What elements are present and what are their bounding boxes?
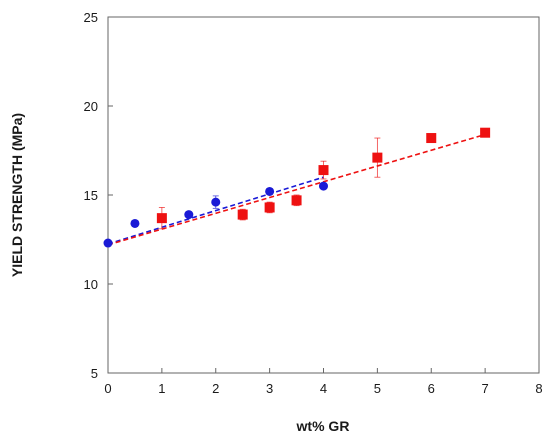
x-tick-label: 6 <box>428 381 435 396</box>
x-tick-label: 1 <box>158 381 165 396</box>
data-point-square <box>426 133 437 144</box>
x-tick-label: 8 <box>535 381 542 396</box>
y-tick-label: 10 <box>84 277 98 292</box>
x-axis-title: wt% GR <box>296 418 350 434</box>
x-axis-ticks: 0 1 2 3 4 5 6 7 8 <box>104 368 543 396</box>
data-point-circle <box>184 210 194 220</box>
data-point-circle <box>103 238 113 248</box>
x-tick-label: 4 <box>320 381 327 396</box>
y-tick-label: 5 <box>91 366 98 381</box>
trendlines <box>107 133 486 246</box>
data-point-square <box>264 202 275 213</box>
data-points <box>103 127 491 248</box>
data-point-circle <box>211 197 221 207</box>
x-tick-label: 0 <box>104 381 111 396</box>
y-tick-label: 20 <box>84 99 98 114</box>
trendline-series-2 <box>107 133 486 246</box>
trendline-series-1 <box>107 176 324 245</box>
data-point-square <box>237 209 248 220</box>
y-tick-label: 15 <box>84 188 98 203</box>
data-point-circle <box>265 186 275 196</box>
data-point-circle <box>319 181 328 191</box>
y-axis-ticks: 5 10 15 20 25 <box>84 10 113 381</box>
data-point-square <box>372 152 383 163</box>
x-tick-label: 5 <box>374 381 381 396</box>
y-tick-label: 25 <box>84 10 98 25</box>
data-point-square <box>156 213 167 224</box>
plot-frame <box>107 16 540 374</box>
data-point-square <box>291 195 302 206</box>
x-tick-label: 3 <box>266 381 273 396</box>
x-tick-label: 2 <box>212 381 219 396</box>
x-tick-label: 7 <box>482 381 489 396</box>
data-point-square <box>480 127 491 138</box>
data-point-square <box>318 165 329 176</box>
y-axis-title: YIELD STRENGTH (MPa) <box>9 113 25 277</box>
data-point-circle <box>130 218 140 228</box>
